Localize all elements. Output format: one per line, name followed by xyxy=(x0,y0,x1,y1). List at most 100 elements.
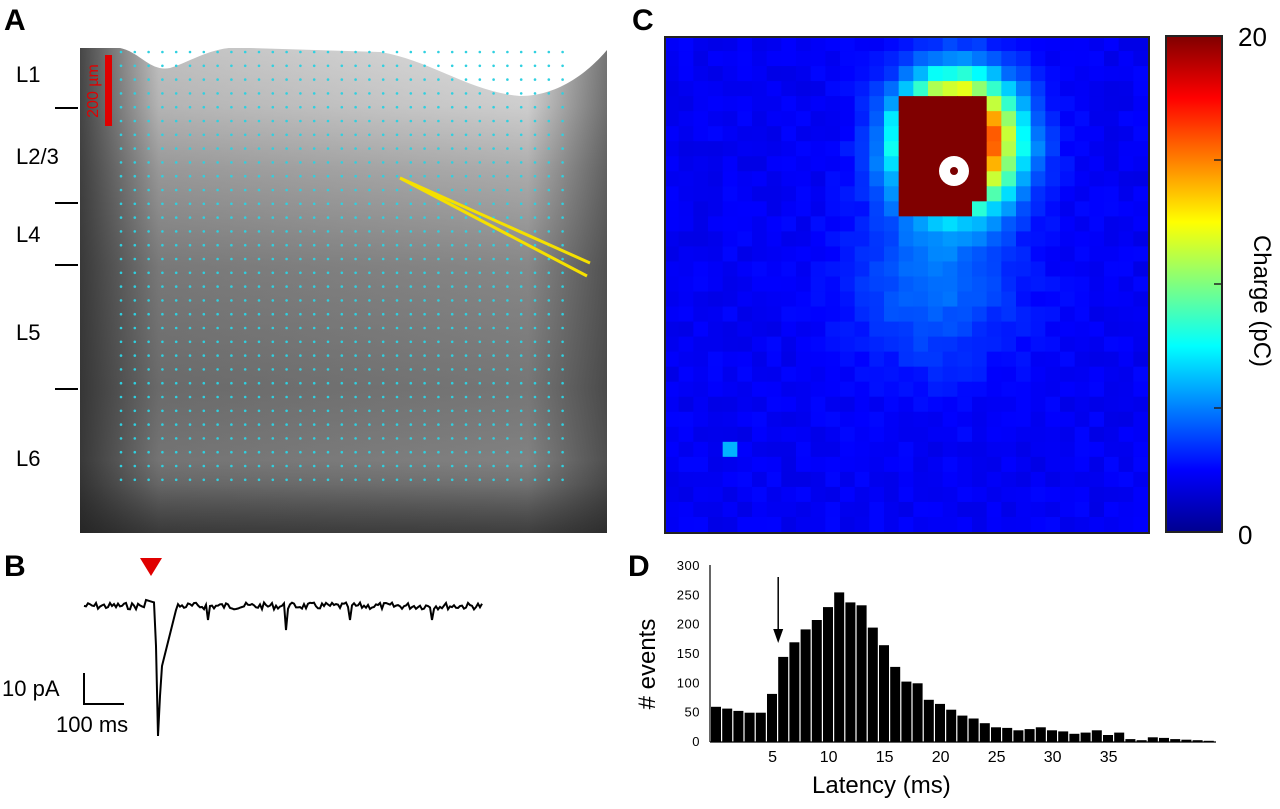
heatmap-cell xyxy=(986,456,1002,473)
heatmap-cell xyxy=(854,441,870,458)
grid-dot xyxy=(119,161,123,164)
histogram-bar xyxy=(1091,730,1102,742)
heatmap-cell xyxy=(693,336,709,353)
grid-dot xyxy=(423,257,426,261)
grid-dot xyxy=(354,64,357,68)
heatmap-cell xyxy=(722,471,738,488)
heatmap-cell xyxy=(1016,306,1032,323)
heatmap-cell xyxy=(1016,381,1032,398)
heatmap-cell xyxy=(1118,216,1134,232)
grid-dot xyxy=(354,147,357,150)
heatmap-cell xyxy=(972,276,988,293)
grid-dot xyxy=(243,133,247,137)
heatmap-cell xyxy=(913,51,929,67)
heatmap-cell xyxy=(1118,426,1134,443)
grid-dot xyxy=(478,464,482,468)
heatmap-cell xyxy=(840,381,856,398)
grid-dot xyxy=(340,395,344,399)
heatmap-cell xyxy=(810,171,826,187)
heatmap-cell xyxy=(781,411,797,428)
heatmap-cell xyxy=(840,126,856,142)
heatmap-cell xyxy=(1016,291,1032,308)
grid-dot xyxy=(464,188,468,192)
heatmap-cell xyxy=(942,111,958,127)
grid-dot xyxy=(423,381,426,385)
grid-dot xyxy=(174,326,178,330)
grid-dot xyxy=(340,381,344,385)
heatmap-cell xyxy=(986,426,1002,443)
heatmap-cell xyxy=(913,141,929,157)
heatmap-cell xyxy=(1104,351,1120,368)
heatmap-cell xyxy=(884,456,900,473)
heatmap-cell xyxy=(869,51,885,67)
heatmap-cell xyxy=(1133,396,1149,413)
grid-dot xyxy=(547,257,551,261)
grid-dot xyxy=(533,78,537,81)
heatmap-cell xyxy=(664,171,680,187)
grid-dot xyxy=(202,133,206,137)
histogram-bar xyxy=(1114,732,1125,742)
heatmap-cell xyxy=(1045,366,1061,383)
heatmap-cell xyxy=(869,321,885,338)
grid-dot xyxy=(257,105,261,109)
heatmap-cell xyxy=(957,81,973,97)
grid-dot xyxy=(381,299,385,302)
heatmap-cell xyxy=(693,321,709,338)
heatmap-cell xyxy=(898,66,914,82)
grid-dot xyxy=(409,147,413,150)
grid-dot xyxy=(243,161,247,164)
grid-dot xyxy=(506,230,509,233)
grid-dot xyxy=(340,202,344,206)
grid-dot xyxy=(368,119,371,123)
heatmap-cell xyxy=(1001,186,1017,202)
heatmap-cell xyxy=(957,486,973,503)
grid-dot xyxy=(216,450,219,454)
heatmap-cell xyxy=(1001,441,1017,458)
heatmap-cell xyxy=(810,111,826,127)
heatmap-cell xyxy=(708,366,724,383)
histogram-bar xyxy=(1047,730,1057,742)
histogram-bar xyxy=(1147,737,1158,742)
panel-letter-d: D xyxy=(628,550,650,583)
heatmap-cell xyxy=(840,426,856,443)
grid-dot xyxy=(561,92,564,95)
grid-dot xyxy=(437,230,440,233)
heatmap-cell xyxy=(722,261,738,278)
heatmap-cell xyxy=(898,456,914,473)
heatmap-cell xyxy=(781,306,797,323)
grid-dot xyxy=(285,257,288,261)
grid-dot xyxy=(478,50,482,54)
heatmap-cell xyxy=(693,201,709,217)
grid-dot xyxy=(299,92,302,95)
grid-dot xyxy=(188,312,192,316)
grid-dot xyxy=(271,395,275,399)
grid-dot xyxy=(230,395,233,399)
grid-dot xyxy=(326,188,330,192)
heatmap-cell xyxy=(722,126,738,142)
heatmap-cell xyxy=(972,426,988,443)
heatmap-cell xyxy=(898,276,914,293)
heatmap-cell xyxy=(693,96,709,112)
heatmap-cell xyxy=(693,66,709,82)
grid-dot xyxy=(450,216,454,219)
grid-dot xyxy=(257,257,261,261)
heatmap-cell xyxy=(986,231,1002,248)
heatmap-cell xyxy=(986,51,1002,67)
heatmap-cell xyxy=(1133,411,1149,428)
heatmap-cell xyxy=(913,96,929,112)
grid-dot xyxy=(147,340,150,344)
grid-dot xyxy=(395,174,399,178)
heatmap-cell xyxy=(737,351,753,368)
grid-dot xyxy=(216,216,219,219)
heatmap-cell xyxy=(1104,126,1120,142)
heatmap-cell xyxy=(986,441,1002,458)
histogram-xlabel: Latency (ms) xyxy=(812,772,951,799)
grid-dot xyxy=(492,161,495,164)
grid-dot xyxy=(450,395,454,399)
grid-dot xyxy=(354,464,357,468)
y-tick-label: 50 xyxy=(685,705,700,720)
grid-dot xyxy=(243,105,247,109)
heatmap-cell xyxy=(1060,126,1076,142)
grid-dot xyxy=(216,50,219,54)
grid-dot xyxy=(561,409,564,413)
